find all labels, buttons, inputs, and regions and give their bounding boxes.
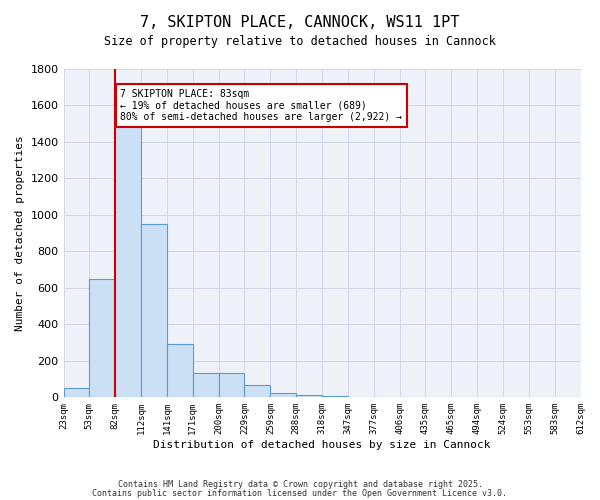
- Bar: [322, 396, 348, 398]
- Bar: [244, 386, 271, 398]
- Bar: [115, 124, 141, 398]
- Bar: [141, 224, 167, 398]
- Y-axis label: Number of detached properties: Number of detached properties: [15, 136, 25, 331]
- Bar: [296, 394, 322, 398]
- Text: 7 SKIPTON PLACE: 83sqm
← 19% of detached houses are smaller (689)
80% of semi-de: 7 SKIPTON PLACE: 83sqm ← 19% of detached…: [121, 89, 403, 122]
- Bar: [89, 279, 115, 398]
- Bar: [64, 388, 89, 398]
- Bar: [271, 393, 296, 398]
- Bar: [218, 372, 244, 398]
- Text: 7, SKIPTON PLACE, CANNOCK, WS11 1PT: 7, SKIPTON PLACE, CANNOCK, WS11 1PT: [140, 15, 460, 30]
- Text: Contains HM Land Registry data © Crown copyright and database right 2025.: Contains HM Land Registry data © Crown c…: [118, 480, 482, 489]
- X-axis label: Distribution of detached houses by size in Cannock: Distribution of detached houses by size …: [153, 440, 491, 450]
- Bar: [167, 344, 193, 398]
- Text: Size of property relative to detached houses in Cannock: Size of property relative to detached ho…: [104, 35, 496, 48]
- Bar: [193, 372, 218, 398]
- Text: Contains public sector information licensed under the Open Government Licence v3: Contains public sector information licen…: [92, 490, 508, 498]
